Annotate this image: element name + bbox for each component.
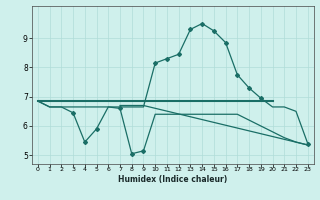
X-axis label: Humidex (Indice chaleur): Humidex (Indice chaleur) <box>118 175 228 184</box>
